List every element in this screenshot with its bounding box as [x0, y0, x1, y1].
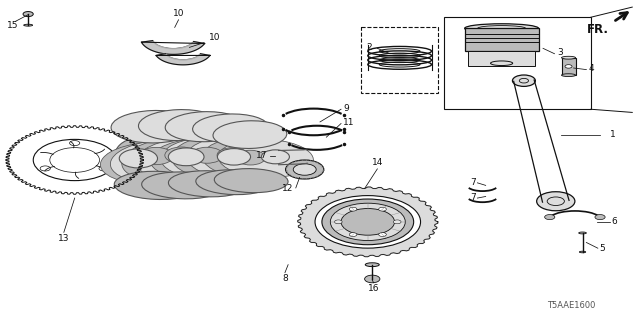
Ellipse shape [193, 114, 269, 143]
Ellipse shape [202, 137, 304, 179]
Ellipse shape [122, 137, 232, 183]
Circle shape [236, 150, 266, 165]
Ellipse shape [113, 139, 157, 180]
Ellipse shape [365, 263, 380, 267]
Ellipse shape [213, 121, 287, 148]
Circle shape [108, 148, 156, 172]
Circle shape [293, 164, 316, 175]
Polygon shape [141, 41, 205, 54]
Ellipse shape [186, 136, 294, 179]
Circle shape [545, 214, 555, 220]
Circle shape [565, 65, 572, 68]
Bar [444, 17, 591, 109]
Text: 12: 12 [282, 184, 293, 193]
Text: 5: 5 [600, 244, 605, 253]
Circle shape [349, 233, 357, 236]
Circle shape [322, 199, 413, 245]
Circle shape [261, 150, 289, 164]
Text: 7: 7 [470, 178, 476, 187]
Text: FR.: FR. [587, 23, 609, 36]
Text: 6: 6 [612, 217, 618, 226]
Polygon shape [298, 187, 438, 257]
Bar [465, 28, 539, 51]
Circle shape [335, 220, 342, 224]
Text: 4: 4 [589, 64, 595, 74]
Polygon shape [156, 54, 210, 65]
Circle shape [513, 75, 536, 86]
Ellipse shape [168, 171, 248, 197]
Text: 17: 17 [256, 151, 268, 160]
Text: 10: 10 [209, 33, 220, 42]
Circle shape [191, 147, 223, 163]
Ellipse shape [138, 109, 221, 140]
Circle shape [341, 209, 394, 235]
Ellipse shape [111, 110, 198, 143]
Circle shape [23, 12, 33, 17]
Ellipse shape [172, 135, 284, 180]
Ellipse shape [100, 142, 202, 184]
Text: 11: 11 [343, 118, 355, 127]
Text: 10: 10 [173, 9, 184, 18]
Text: T5AAE1600: T5AAE1600 [547, 301, 596, 310]
Circle shape [218, 148, 250, 165]
Circle shape [379, 207, 387, 211]
Text: 2: 2 [367, 43, 372, 52]
Ellipse shape [214, 169, 288, 193]
Text: 1: 1 [610, 130, 616, 139]
Ellipse shape [136, 137, 243, 181]
Bar [561, 58, 575, 75]
Ellipse shape [465, 24, 539, 33]
Circle shape [315, 196, 420, 248]
Ellipse shape [150, 138, 254, 180]
Circle shape [139, 148, 173, 165]
Ellipse shape [110, 140, 218, 184]
Circle shape [330, 203, 405, 241]
Ellipse shape [561, 74, 575, 76]
Ellipse shape [161, 136, 269, 180]
Circle shape [365, 275, 380, 283]
Text: 14: 14 [372, 158, 383, 167]
Ellipse shape [579, 232, 586, 234]
Bar [362, 27, 438, 93]
Text: 3: 3 [557, 48, 563, 57]
Circle shape [285, 160, 324, 179]
Text: 7: 7 [470, 193, 476, 202]
Bar [468, 51, 535, 67]
Text: 8: 8 [282, 274, 288, 283]
Circle shape [165, 147, 198, 164]
Text: 13: 13 [58, 234, 70, 243]
Circle shape [119, 149, 157, 168]
Ellipse shape [24, 24, 33, 26]
Text: 9: 9 [343, 104, 349, 113]
Circle shape [349, 207, 357, 211]
Ellipse shape [165, 112, 245, 142]
Ellipse shape [561, 56, 575, 59]
Circle shape [379, 233, 387, 236]
Circle shape [595, 214, 605, 220]
Ellipse shape [115, 171, 201, 199]
Ellipse shape [266, 154, 284, 157]
Circle shape [168, 148, 204, 166]
Ellipse shape [141, 172, 225, 199]
Ellipse shape [218, 139, 314, 178]
Text: 15: 15 [7, 21, 19, 30]
Ellipse shape [196, 170, 272, 195]
Text: 16: 16 [368, 284, 380, 293]
Circle shape [394, 220, 401, 224]
Circle shape [537, 192, 575, 211]
Ellipse shape [579, 251, 586, 253]
Circle shape [217, 148, 248, 163]
